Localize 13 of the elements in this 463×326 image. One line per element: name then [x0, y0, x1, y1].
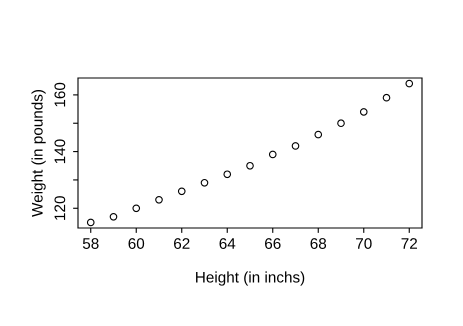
y-axis-title: Weight (in pounds)	[31, 90, 46, 217]
x-tick-label: 60	[128, 238, 144, 249]
x-tick-label: 68	[310, 238, 326, 249]
x-axis-title: Height (in inchs)	[196, 271, 304, 286]
x-tick-label: 64	[220, 238, 236, 249]
x-tick-label: 66	[265, 238, 281, 249]
x-tick-label: 72	[402, 238, 417, 249]
y-tick-label: 120	[54, 196, 66, 220]
x-tick-label: 58	[82, 238, 99, 249]
y-tick-label: 160	[54, 82, 66, 106]
y-tick-label: 140	[54, 139, 66, 164]
x-tick-label: 70	[356, 238, 372, 249]
x-tick-label: 62	[174, 238, 190, 249]
